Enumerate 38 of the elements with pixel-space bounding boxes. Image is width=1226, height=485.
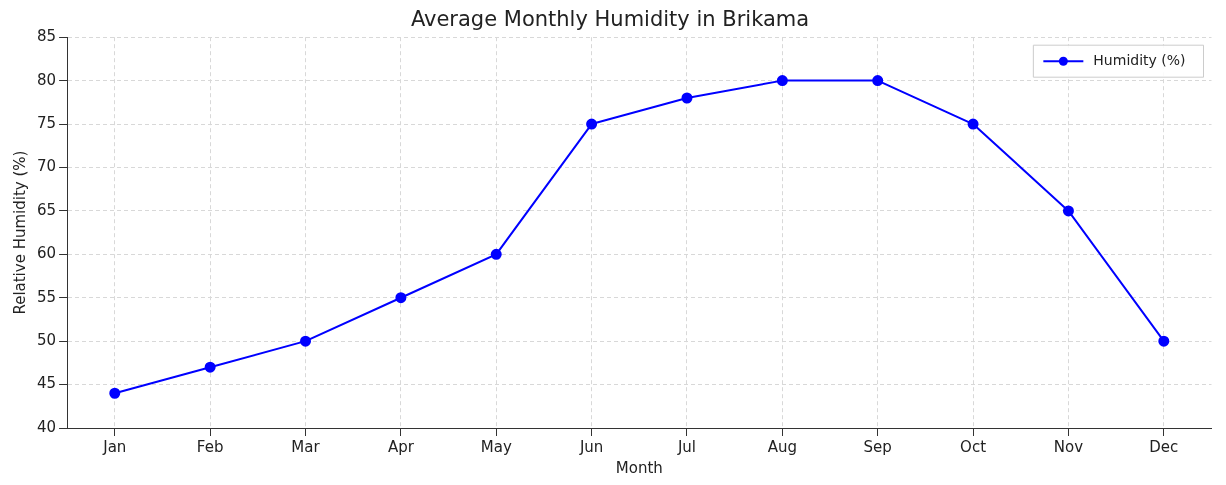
x-tick-label: Feb	[196, 437, 224, 456]
y-tick-label: 40	[36, 417, 57, 436]
x-tick-label: Mar	[291, 437, 321, 456]
y-tick-label: 70	[36, 157, 57, 176]
point	[490, 248, 502, 260]
chart-title: Average Monthly Humidity in Brikama	[410, 7, 810, 32]
y-tick-label: 75	[36, 113, 57, 132]
point	[1158, 335, 1170, 347]
y-tick-label: 55	[36, 287, 57, 306]
x-tick-label: Jul	[676, 437, 697, 456]
y-tick-label: 80	[36, 70, 57, 89]
point	[300, 335, 312, 347]
y-tick-label: 65	[36, 200, 57, 219]
point	[204, 361, 216, 373]
point	[109, 387, 121, 399]
y-tick-label: 50	[36, 331, 57, 350]
x-tick-label: May	[480, 437, 512, 456]
point	[872, 75, 884, 87]
x-tick-label: Dec	[1149, 437, 1179, 456]
y-tick-label: 85	[36, 27, 57, 46]
point	[395, 292, 407, 304]
legend-label: Humidity (%)	[1093, 51, 1186, 68]
point	[586, 118, 598, 130]
x-tick-label: Oct	[960, 437, 987, 456]
x-axis-title: Month	[615, 458, 663, 477]
point	[1062, 205, 1074, 217]
x-tick-label: Sep	[863, 437, 892, 456]
y-tick-label: 45	[36, 374, 57, 393]
x-tick-label: Nov	[1053, 437, 1084, 456]
x-tick-label: Apr	[387, 437, 415, 456]
point	[776, 75, 788, 87]
point	[967, 118, 979, 130]
x-tick-label: Jan	[102, 437, 127, 456]
point	[681, 92, 693, 104]
y-tick-label: 60	[36, 244, 57, 263]
x-tick-label: Aug	[767, 437, 797, 456]
x-tick-label: Jun	[578, 437, 604, 456]
y-axis-title: Relative Humidity (%)	[10, 150, 29, 315]
